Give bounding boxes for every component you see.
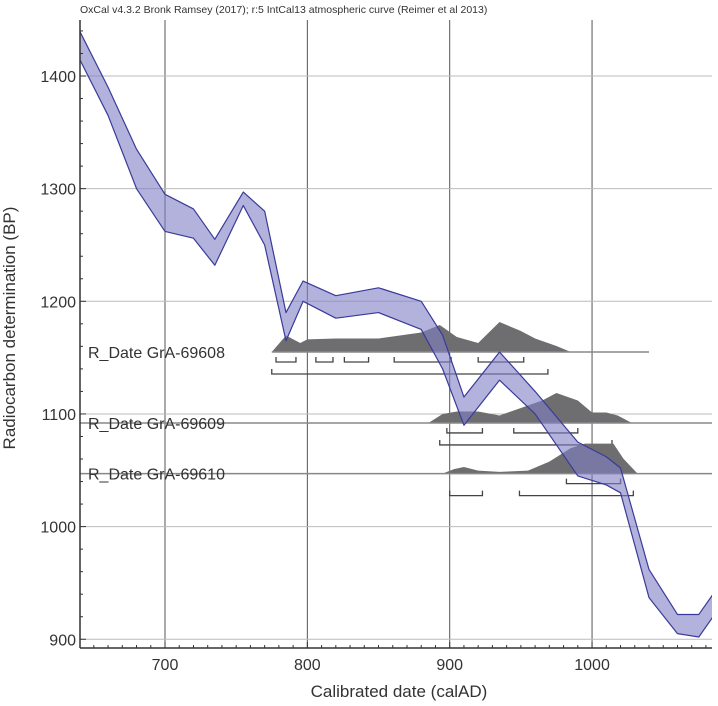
range-68-bracket	[343, 356, 370, 363]
x-axis-label: Calibrated date (calAD)	[310, 682, 488, 701]
range-95-bracket	[439, 439, 613, 446]
y-tick-label: 900	[49, 632, 76, 649]
x-tick-label: 1000	[574, 657, 610, 674]
y-tick-label: 1400	[40, 69, 76, 86]
plot-area	[80, 30, 712, 638]
range-68-bracket	[315, 356, 334, 363]
range-95-bracket	[518, 490, 634, 497]
range-68-bracket	[513, 427, 579, 434]
x-tick-label: 800	[294, 657, 321, 674]
y-tick-label: 1300	[40, 182, 76, 199]
probability-distribution	[80, 392, 632, 423]
y-tick-label: 1200	[40, 294, 76, 311]
chart-title: OxCal v4.3.2 Bronk Ramsey (2017); r:5 In…	[80, 4, 488, 16]
x-tick-label: 900	[436, 657, 463, 674]
range-68-bracket	[275, 356, 297, 363]
x-tick-label: 700	[152, 657, 179, 674]
y-axis-label: Radiocarbon determination (BP)	[0, 206, 19, 450]
calibration-curve-band	[80, 30, 712, 638]
date-label: R_Date GrA-69608	[88, 345, 225, 362]
date-label: R_Date GrA-69610	[88, 467, 225, 484]
date-label: R_Date GrA-69609	[88, 416, 225, 433]
range-95-bracket	[271, 368, 549, 375]
range-68-bracket	[446, 427, 484, 434]
y-tick-label: 1000	[40, 520, 76, 537]
probability-distribution	[271, 321, 571, 352]
range-95-bracket	[449, 490, 484, 497]
y-tick-label: 1100	[42, 407, 77, 424]
